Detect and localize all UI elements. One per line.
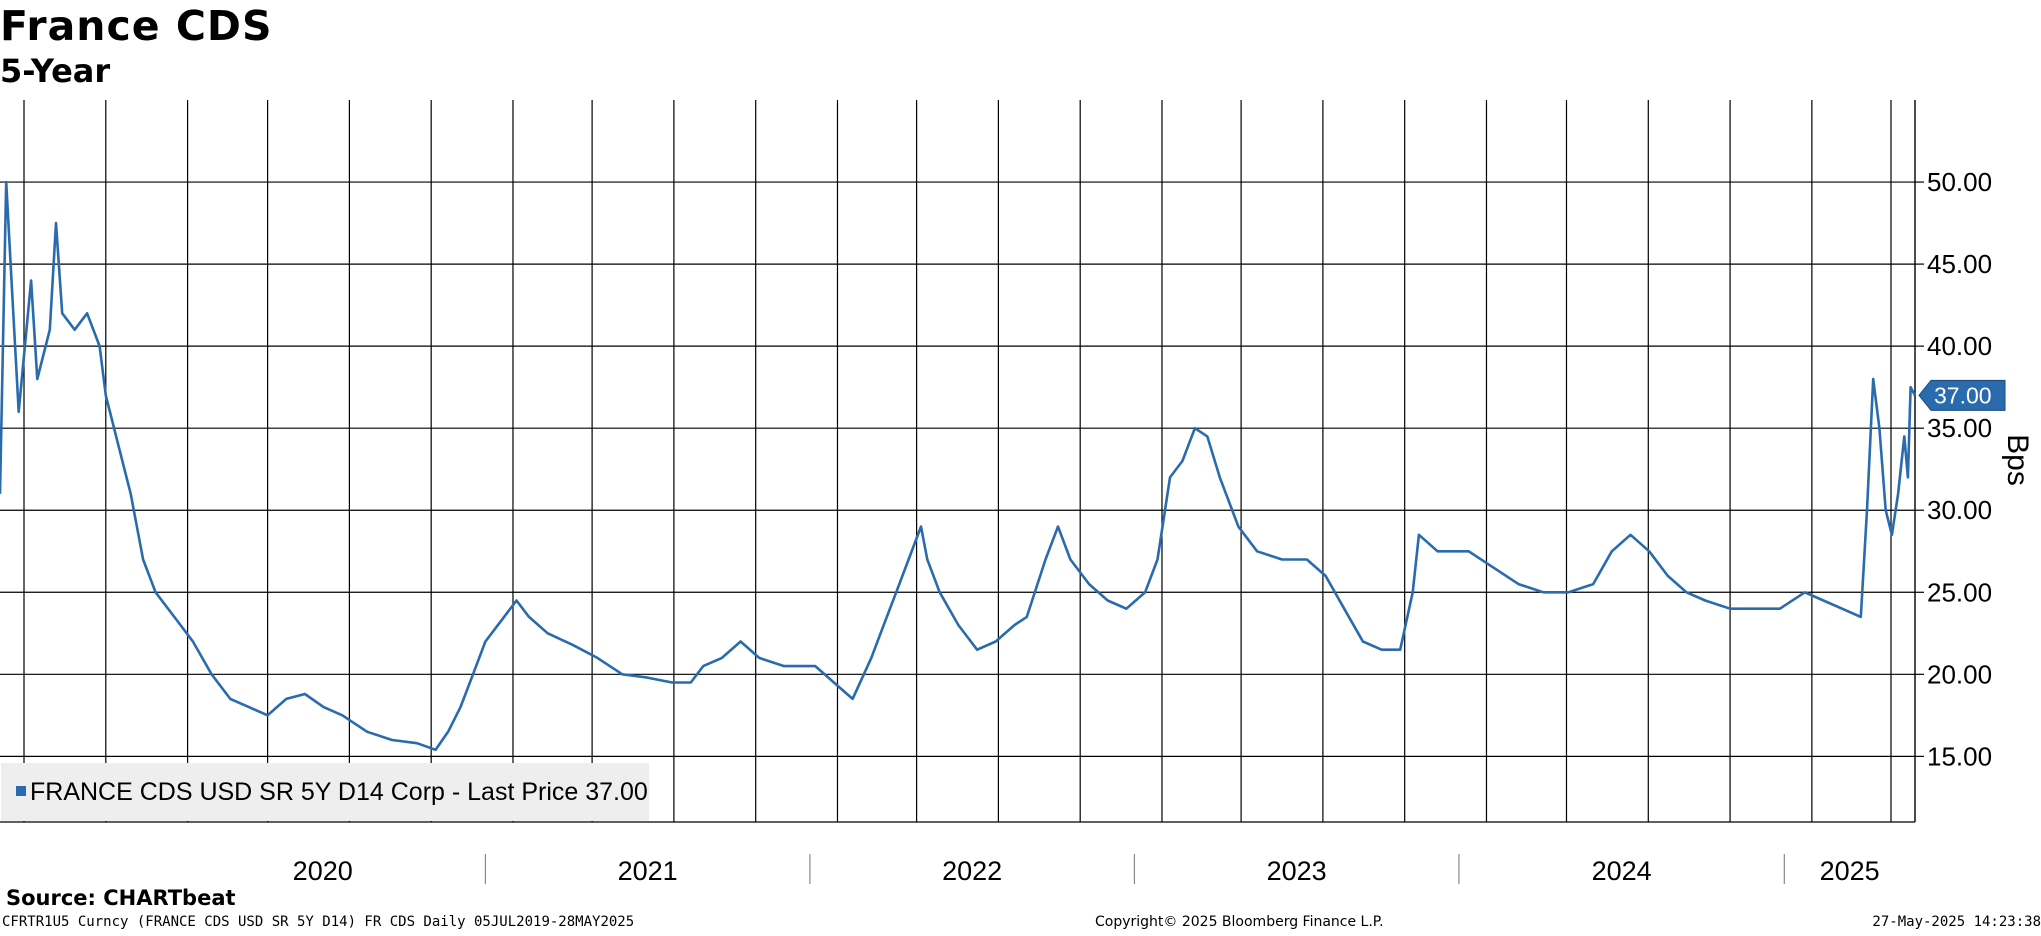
y-tick-label: 50.00 — [1927, 167, 1992, 197]
x-tick-label: 2025 — [1820, 856, 1880, 886]
timestamp: 27-May-2025 14:23:38 — [1872, 914, 2041, 930]
y-tick-label: 15.00 — [1927, 741, 1992, 771]
horizontal-gridlines — [0, 100, 1924, 823]
source-note: Source: CHARTbeat — [6, 886, 236, 910]
x-tick-label: 2024 — [1592, 856, 1652, 886]
last-price-label: 37.00 — [1934, 382, 1992, 408]
last-price-tag: 37.00 — [1918, 379, 2006, 411]
copyright: Copyright© 2025 Bloomberg Finance L.P. — [1095, 914, 1384, 930]
y-tick-label: 30.00 — [1927, 495, 1992, 525]
x-tick-label: 2020 — [293, 856, 353, 886]
legend: FRANCE CDS USD SR 5Y D14 Corp - Last Pri… — [1, 763, 649, 821]
y-axis-label: Bps — [2001, 434, 2034, 486]
x-tick-label: 2021 — [618, 856, 678, 886]
y-tick-label: 35.00 — [1927, 413, 1992, 443]
legend-entry: FRANCE CDS USD SR 5Y D14 Corp - Last Pri… — [30, 778, 648, 806]
vertical-gridlines — [23, 100, 1892, 822]
x-tick-label: 2022 — [942, 856, 1002, 886]
legend-background — [1, 763, 649, 821]
last-price-badge — [1918, 379, 2006, 411]
x-tick-label: 2023 — [1267, 856, 1327, 886]
chart-subtitle: 5-Year — [0, 52, 111, 90]
y-tick-label: 45.00 — [1927, 249, 1992, 279]
legend-swatch — [16, 786, 26, 796]
ticker-info: CFRTR1U5 Curncy (FRANCE CDS USD SR 5Y D1… — [2, 914, 635, 930]
y-tick-label: 40.00 — [1927, 331, 1992, 361]
series-line — [0, 180, 1917, 752]
x-axis-tick-labels: 2020 2021 2022 2023 2024 2025 — [293, 854, 1880, 886]
y-tick-label: 20.00 — [1927, 659, 1992, 689]
y-axis-tick-labels: 15.00 20.00 25.00 30.00 35.00 40.00 45.00 50.00 — [1927, 167, 1992, 771]
chart-title: France CDS — [0, 2, 273, 50]
y-tick-label: 25.00 — [1927, 577, 1992, 607]
